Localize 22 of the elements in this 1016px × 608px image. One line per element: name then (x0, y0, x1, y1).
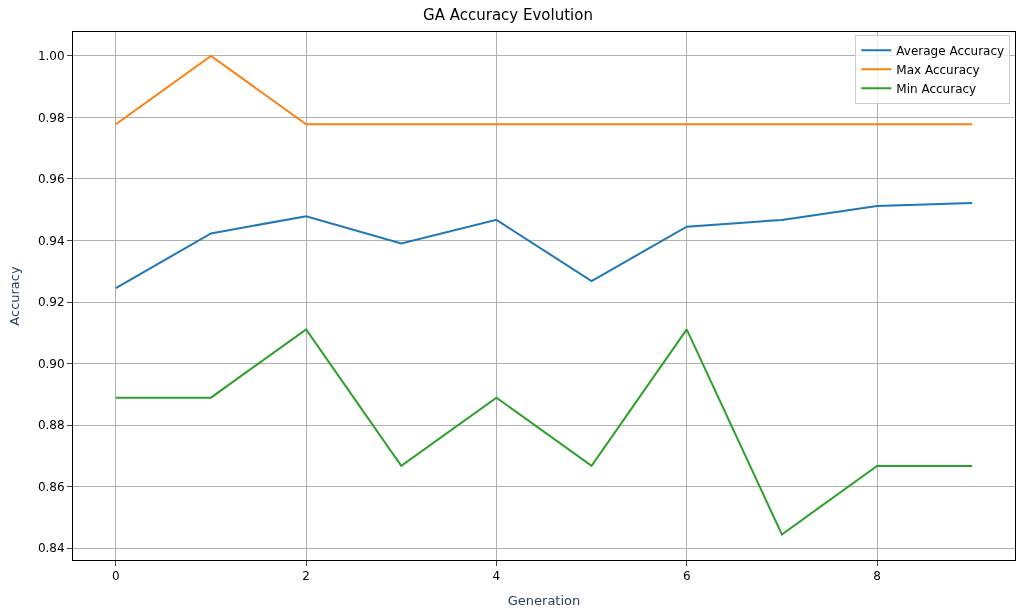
y-tick-label: 0.86 (37, 479, 65, 494)
x-tick-label: 2 (302, 569, 310, 584)
line-series (114, 201, 974, 290)
y-tick-label: 0.92 (37, 295, 65, 310)
y-tick-label: 0.98 (37, 110, 65, 125)
y-tick-label: 0.84 (37, 541, 65, 556)
line-series (114, 328, 974, 536)
legend-label: Max Accuracy (896, 62, 980, 77)
x-tick-label: 6 (682, 569, 691, 584)
y-tick-label: 1.00 (37, 49, 65, 64)
x-axis-title: Generation (507, 593, 581, 608)
chart-title: GA Accuracy Evolution (423, 5, 593, 24)
y-tick-label: 0.88 (37, 418, 65, 433)
x-tick-label: 0 (112, 569, 120, 584)
legend-label: Min Accuracy (896, 81, 977, 96)
y-tick-label: 0.94 (37, 233, 65, 248)
legend-label: Average Accuracy (896, 43, 1005, 58)
x-tick-label: 4 (492, 569, 501, 584)
y-tick-label: 0.96 (37, 172, 65, 187)
y-tick-label: 0.90 (37, 356, 65, 371)
y-axis-title: Accuracy (6, 266, 22, 326)
x-tick-label: 8 (873, 569, 881, 584)
